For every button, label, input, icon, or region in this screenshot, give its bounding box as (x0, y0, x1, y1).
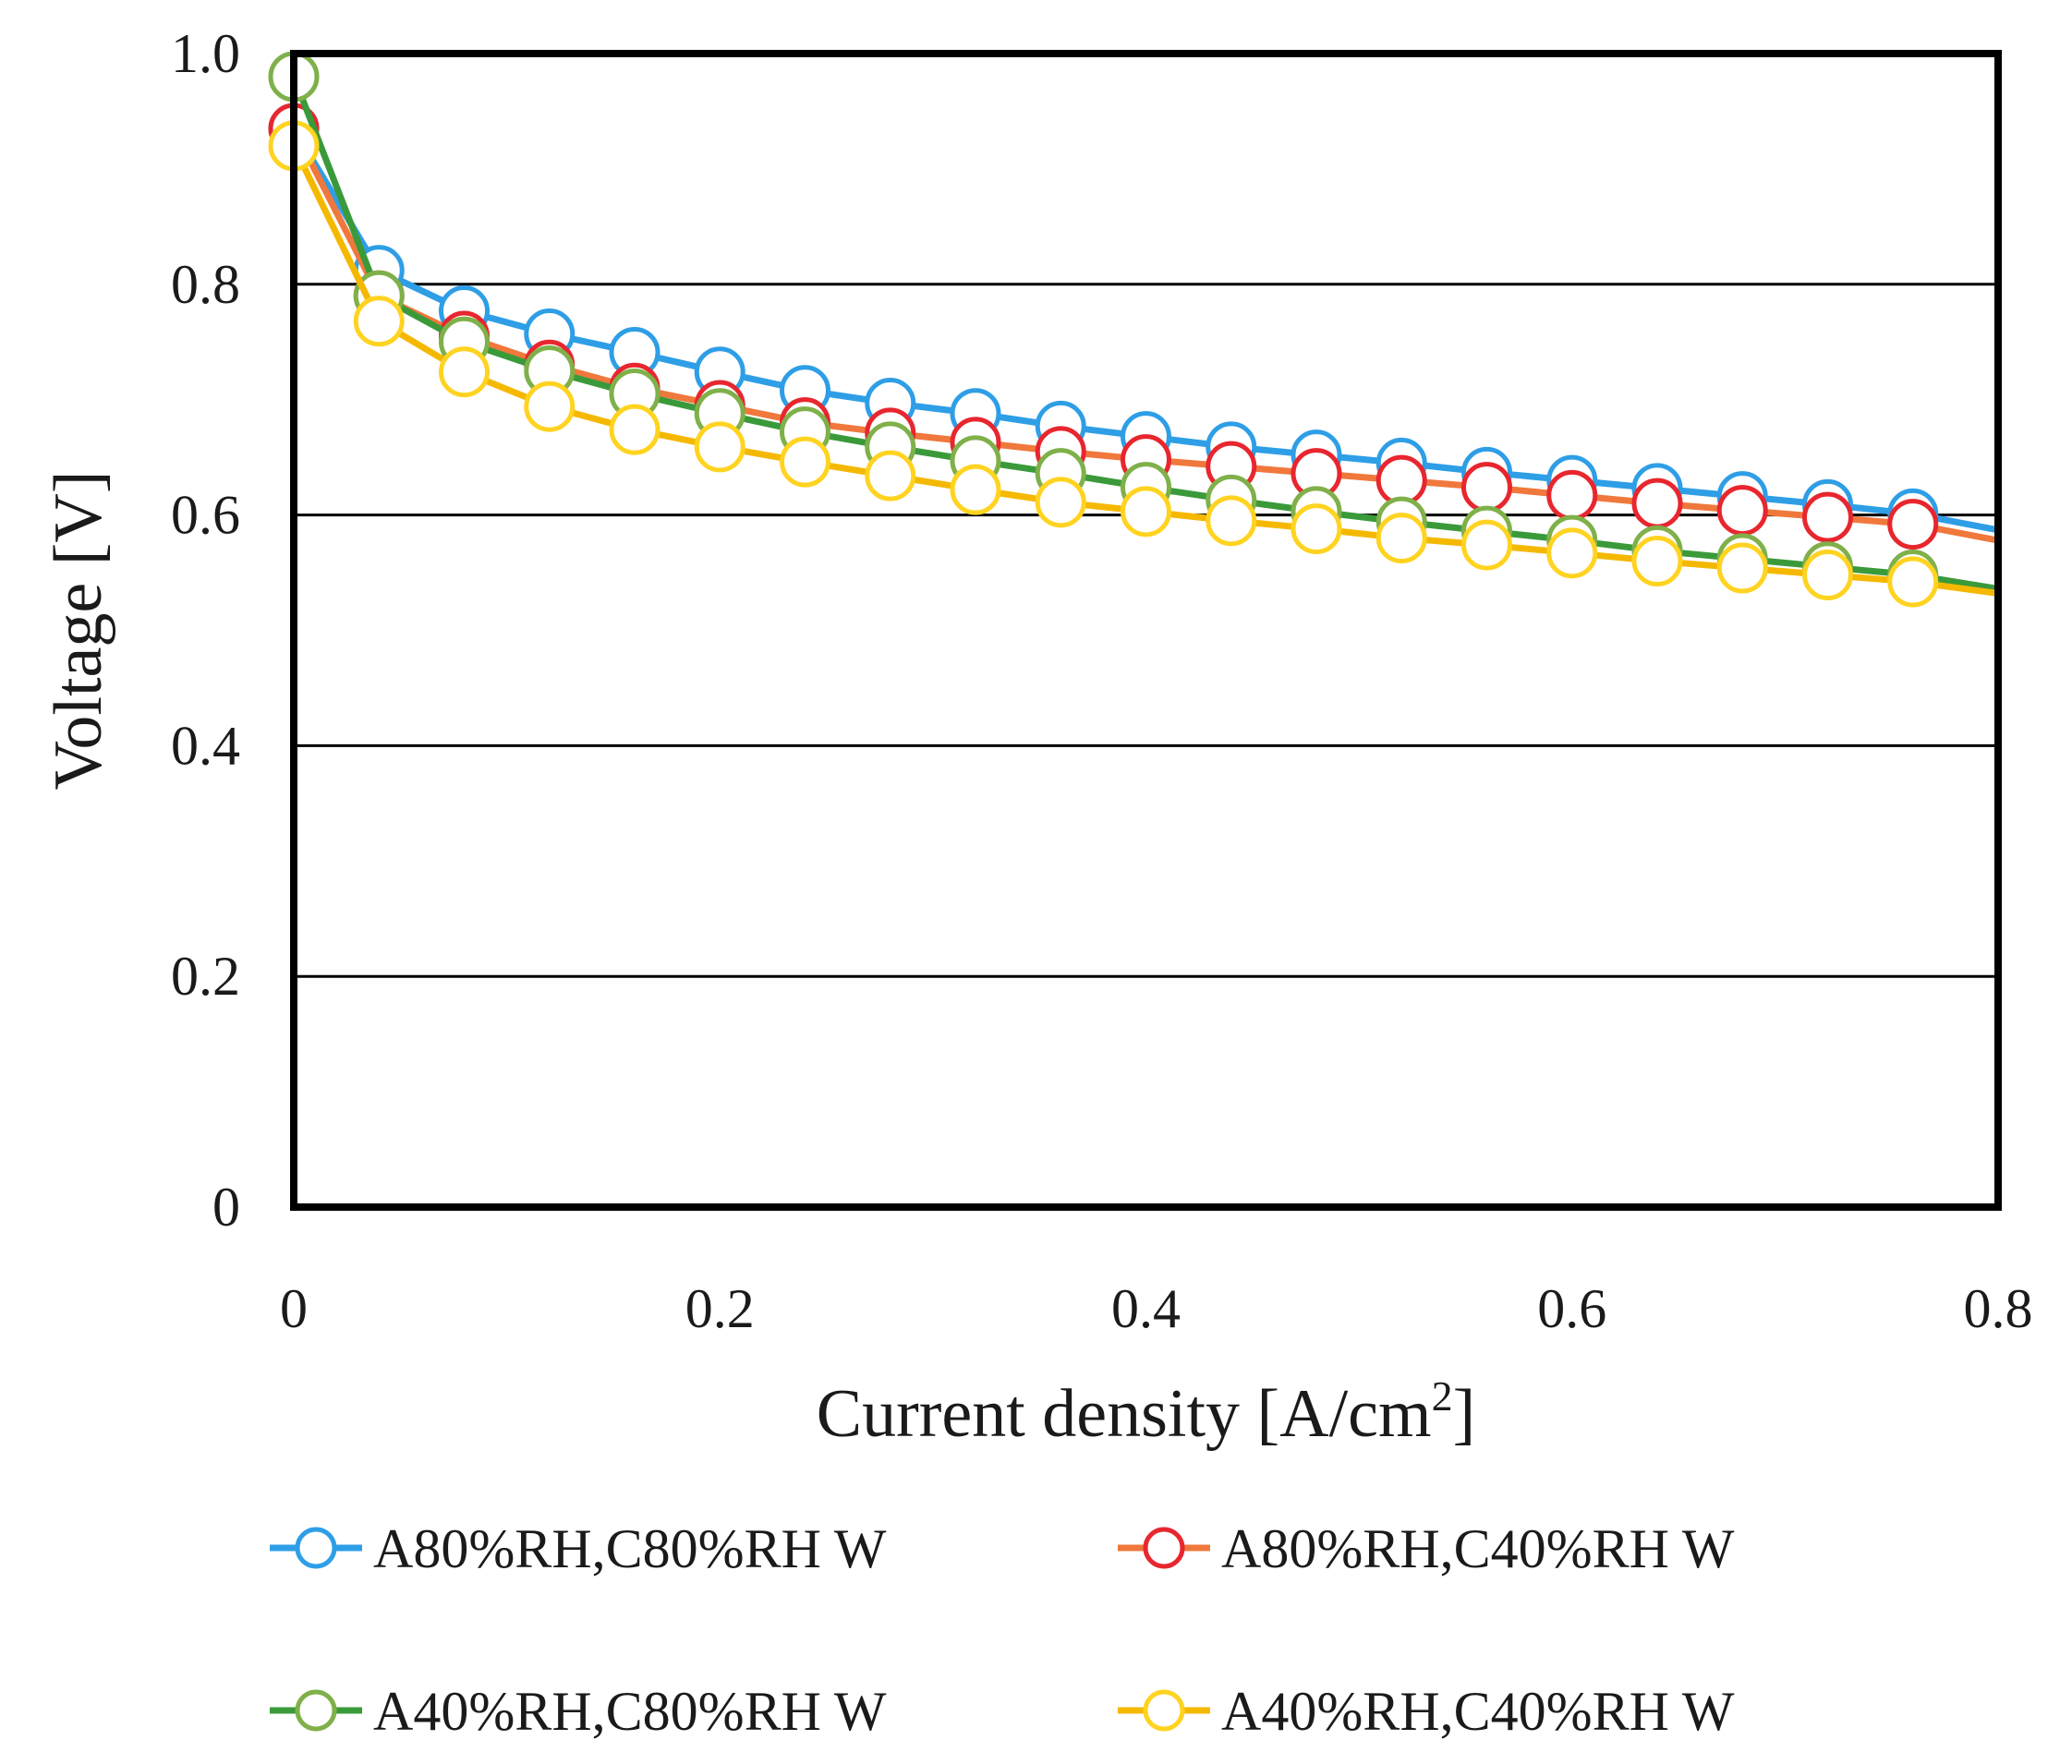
legend-label-3: A40%RH,C80%RH W (373, 1681, 887, 1742)
y-tick-label: 0.2 (171, 946, 240, 1007)
data-point-series-4 (1716, 542, 1768, 594)
data-point-series-4 (1121, 486, 1171, 538)
x-axis-title: Current density [A/cm2] (817, 1372, 1476, 1452)
data-point-series-4 (1802, 550, 1853, 601)
legend-marker-4 (1143, 1689, 1185, 1732)
plot-frame (290, 50, 2002, 1211)
data-point-series-4 (1631, 536, 1683, 587)
data-point-series-4 (524, 381, 576, 432)
data-point-series-4 (780, 436, 830, 488)
data-point-series-4 (439, 346, 490, 398)
y-tick-label: 1.0 (171, 23, 240, 84)
data-point-series-4 (1887, 556, 1939, 608)
data-point-series-4 (1375, 513, 1427, 564)
legend-label-4: A40%RH,C40%RH W (1221, 1681, 1735, 1742)
x-axis-title-superscript: 2 (1432, 1372, 1453, 1420)
x-axis-title-end: ] (1453, 1376, 1476, 1452)
legend-marker-3 (295, 1689, 337, 1732)
x-tick-label: 0.2 (685, 1278, 755, 1339)
tick-labels: 0 0.2 0.4 0.6 0.8 1.0 0 0.2 0.4 0.6 0.8 (171, 23, 2033, 1339)
data-point-series-2 (1546, 469, 1598, 521)
legend-marker-2 (1143, 1527, 1185, 1569)
data-point-series-4 (950, 464, 1001, 515)
data-point-series-4 (1035, 477, 1086, 528)
x-tick-label: 0 (280, 1278, 308, 1339)
data-point-series-4 (1461, 519, 1512, 571)
y-tick-label: 0 (212, 1177, 240, 1238)
data-point-series-4 (694, 421, 745, 473)
x-axis-title-main: Current density [A/cm (817, 1376, 1432, 1452)
legend-marker-1 (295, 1527, 337, 1569)
y-tick-label: 0.6 (171, 485, 240, 546)
data-point-series-4 (353, 296, 405, 347)
x-tick-label: 0.8 (1964, 1278, 2033, 1339)
data-point-series-2 (1802, 491, 1853, 543)
data-point-series-2 (1461, 462, 1512, 513)
legend: A80%RH,C80%RH W A80%RH,C40%RH W A40%RH,C80… (270, 1518, 1735, 1742)
legend-label-1: A80%RH,C80%RH W (373, 1518, 887, 1579)
y-axis-title: Voltage [V] (41, 471, 116, 791)
legend-label-2: A80%RH,C40%RH W (1221, 1518, 1735, 1579)
y-tick-label: 0.8 (171, 254, 240, 315)
x-tick-label: 0.4 (1111, 1278, 1181, 1339)
x-tick-label: 0.6 (1537, 1278, 1606, 1339)
data-point-series-4 (865, 450, 916, 501)
series-lines (268, 51, 1999, 608)
data-point-series-4 (1290, 503, 1342, 555)
data-point-series-4 (1546, 527, 1598, 579)
data-point-series-2 (1887, 499, 1939, 550)
data-point-series-2 (1631, 477, 1683, 529)
y-tick-label: 0.4 (171, 715, 240, 776)
data-point-series-4 (1206, 495, 1257, 547)
data-point-series-2 (1716, 485, 1768, 537)
data-point-series-4 (609, 404, 660, 455)
